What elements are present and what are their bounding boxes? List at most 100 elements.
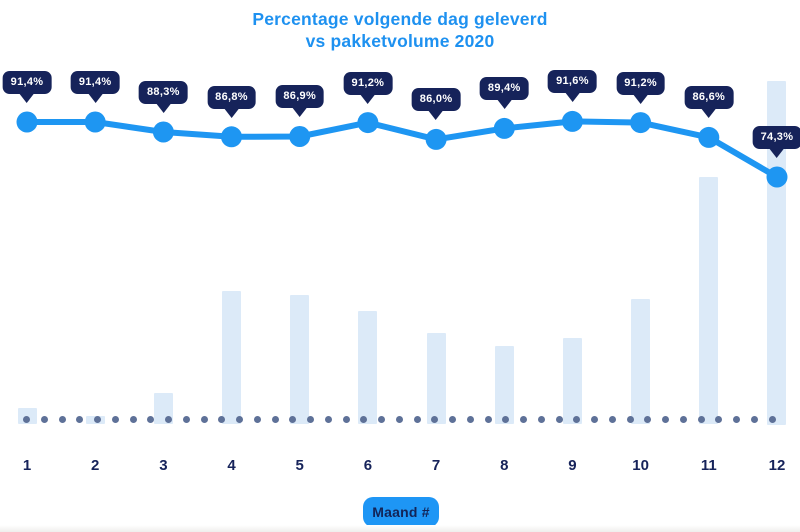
baseline-dot	[236, 416, 244, 423]
data-label-badge: 91,4%	[70, 71, 120, 103]
baseline-dot	[94, 416, 102, 423]
data-point	[698, 126, 720, 148]
x-axis-tick-label: 7	[431, 457, 441, 474]
x-axis-tick-label: 8	[500, 457, 509, 474]
data-point	[766, 166, 788, 188]
data-point	[289, 126, 311, 147]
volume-bar	[358, 311, 378, 425]
volume-bar	[767, 81, 787, 425]
data-label-badge: 86,9%	[275, 85, 325, 118]
baseline-dot	[378, 416, 386, 423]
data-label-badge: 88,3%	[139, 80, 188, 113]
baseline-dot	[58, 416, 66, 423]
data-point	[16, 111, 38, 133]
data-point	[630, 112, 652, 134]
baseline-dot	[218, 416, 226, 423]
volume-bar	[631, 299, 651, 425]
volume-bar	[290, 295, 310, 425]
data-point	[561, 110, 583, 132]
data-label-badge: 91,4%	[2, 71, 52, 103]
baseline-dot	[147, 416, 155, 423]
volume-bar	[699, 176, 719, 425]
chart-title-line1: Percentage volgende dag geleverd	[252, 9, 548, 29]
x-axis-tick-label: 4	[227, 457, 236, 474]
x-axis-tick-label: 9	[568, 457, 577, 474]
baseline-dot	[395, 416, 403, 423]
baseline-dot	[449, 416, 457, 423]
baseline-dot	[360, 416, 368, 423]
baseline-dot	[733, 416, 741, 423]
baseline-dot	[466, 416, 474, 423]
baseline-dot	[502, 416, 510, 423]
volume-bar	[222, 290, 242, 425]
x-axis-tick-label: 11	[700, 457, 717, 474]
baseline-dot	[608, 416, 616, 423]
chart-title-line2: vs pakketvolume 2020	[305, 31, 495, 51]
x-axis-tick-label: 6	[363, 457, 373, 474]
data-label-badge: 91,2%	[343, 71, 393, 104]
volume-bar	[494, 345, 514, 425]
x-axis-tick-label: 3	[159, 457, 168, 474]
baseline-dot	[182, 416, 190, 423]
data-label-badge: 74,3%	[752, 126, 800, 158]
data-point	[493, 117, 515, 139]
baseline-dot	[591, 416, 599, 423]
x-axis-tick-label: 5	[295, 457, 304, 474]
baseline-dot	[307, 416, 315, 423]
baseline-dot	[644, 416, 652, 423]
data-label-badge: 89,4%	[479, 77, 529, 110]
baseline-dot	[289, 416, 297, 423]
data-point	[84, 111, 106, 133]
baseline-dot	[165, 416, 173, 423]
data-point	[221, 126, 242, 148]
baseline-dot	[662, 416, 670, 423]
baseline-dot	[200, 416, 208, 423]
baseline-dot	[768, 416, 776, 423]
baseline-dot	[111, 416, 119, 423]
baseline-dot	[23, 416, 31, 423]
baseline-dot	[324, 416, 332, 423]
data-point	[357, 112, 379, 134]
baseline-dot	[555, 416, 563, 423]
baseline-dot	[271, 416, 279, 423]
baseline-dot	[76, 416, 84, 423]
baseline-dot	[537, 416, 545, 423]
x-axis-title-badge: Maand #	[363, 497, 439, 527]
baseline-dot	[715, 416, 723, 423]
data-label-badge: 86,8%	[207, 85, 256, 118]
data-label-badge: 91,6%	[548, 70, 597, 103]
baseline-dot	[431, 416, 439, 423]
baseline-dot	[520, 416, 528, 423]
x-axis-tick-label: 1	[22, 457, 32, 474]
data-point	[152, 121, 174, 143]
baseline-dot	[342, 416, 350, 423]
baseline-dot	[40, 416, 48, 423]
data-label-badge: 86,6%	[684, 86, 734, 119]
x-axis-title-label: Maand #	[372, 504, 430, 520]
bottom-edge-strip	[0, 525, 800, 532]
x-axis-tick-label: 10	[632, 457, 649, 474]
baseline-dot	[484, 416, 492, 423]
baseline-dot	[573, 416, 581, 423]
data-point	[425, 128, 447, 150]
chart-title: Percentage volgende dag geleverd vs pakk…	[0, 8, 800, 52]
volume-bar	[562, 337, 582, 425]
baseline-dot	[750, 416, 758, 423]
trend-line	[24, 118, 780, 180]
x-axis-tick-label: 2	[91, 457, 100, 474]
baseline-dot	[413, 416, 421, 423]
data-label-badge: 91,2%	[616, 71, 665, 104]
x-axis-tick-label: 12	[768, 457, 786, 474]
baseline-dot	[129, 416, 137, 423]
baseline-dot	[626, 416, 634, 423]
volume-bar	[426, 333, 446, 425]
baseline-dot	[679, 416, 687, 423]
baseline-dot	[697, 416, 705, 423]
data-label-badge: 86,0%	[411, 88, 461, 121]
baseline-dot	[253, 416, 261, 423]
